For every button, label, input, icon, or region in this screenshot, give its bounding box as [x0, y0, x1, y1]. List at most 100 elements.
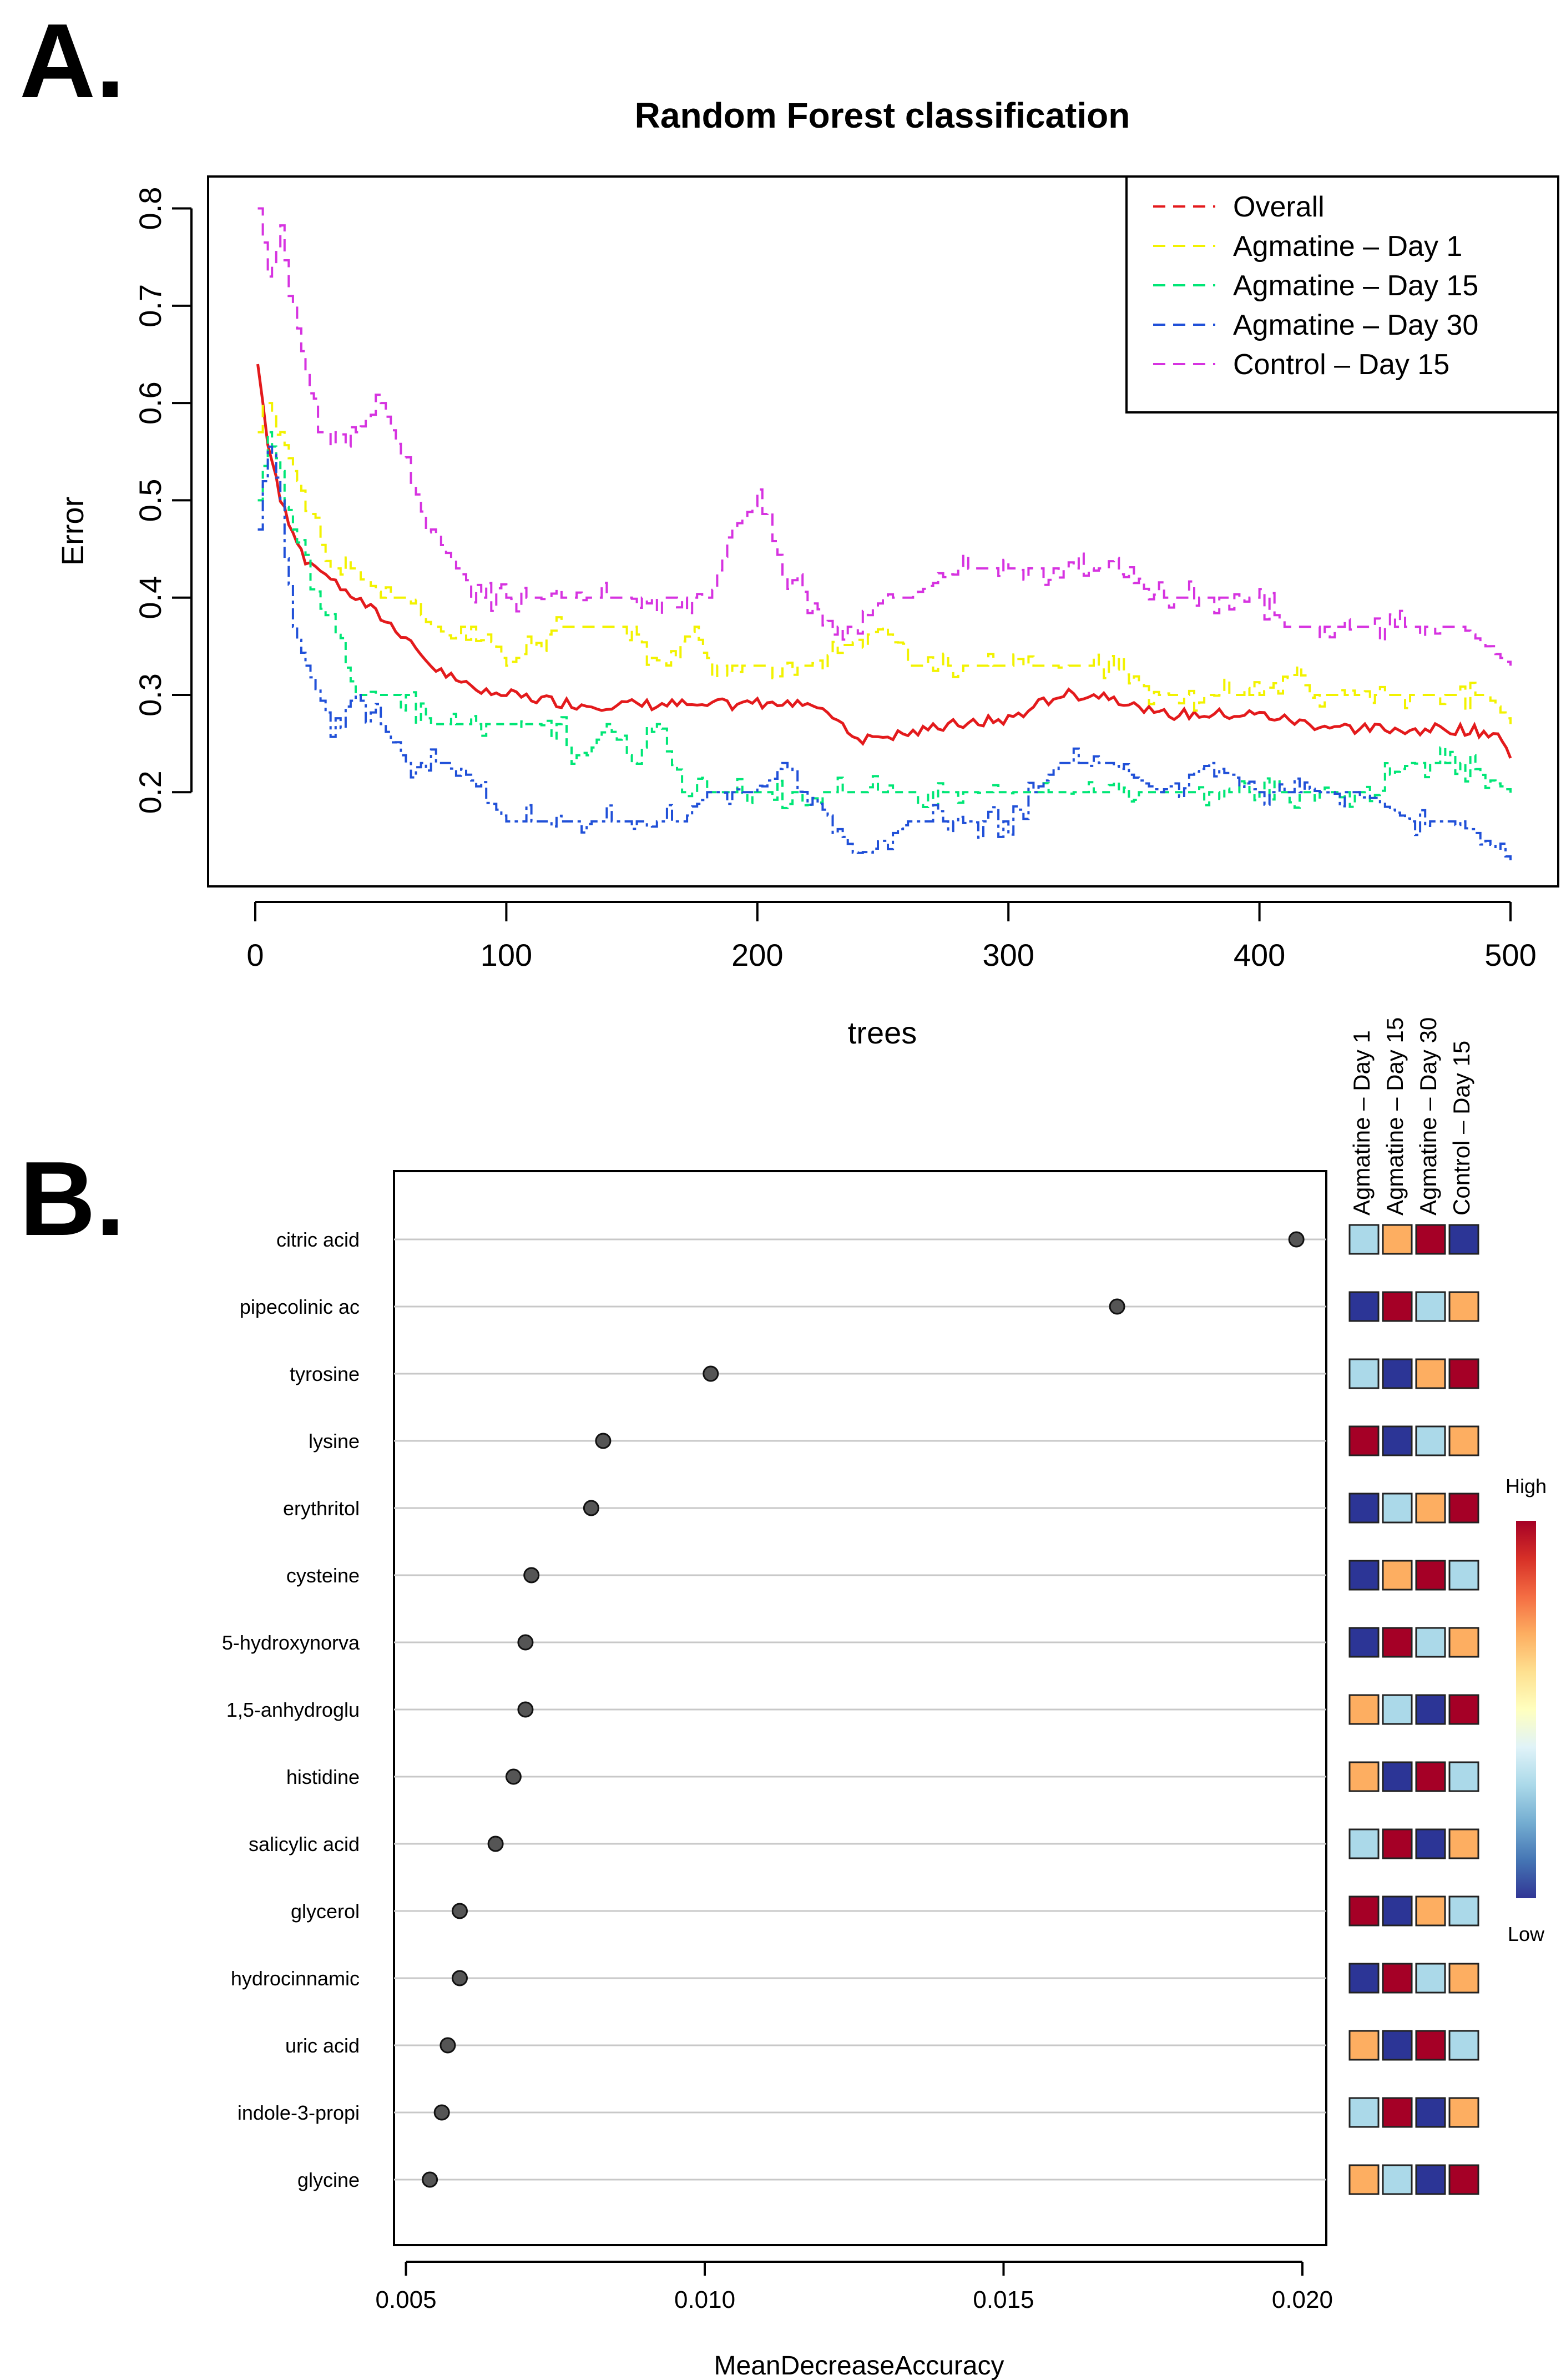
chart-b-point: [703, 1365, 719, 1382]
chart-b-point: [505, 1768, 522, 1785]
chart-a-series: [256, 207, 1512, 860]
heatmap-cell: [1348, 1963, 1380, 1994]
chart-a-xlabel: trees: [848, 1015, 917, 1050]
chart-b-point: [517, 1701, 534, 1718]
chart-a-series-line-3: [257, 431, 1512, 809]
chart-b-point: [595, 1433, 612, 1449]
chart-a-y-tick-label: 0.2: [133, 770, 168, 814]
chart-b-point: [451, 1903, 468, 1919]
heatmap-cell: [1415, 1963, 1446, 1994]
heatmap-cell: [1382, 1627, 1413, 1658]
chart-b-grid: [394, 1238, 1326, 2181]
heatmap-cell: [1448, 1224, 1479, 1255]
heatmap-cell: [1382, 1291, 1413, 1322]
chart-b-point: [440, 2037, 456, 2054]
chart-a-series-line-5: [257, 207, 1512, 666]
heatmap-cell: [1348, 2164, 1380, 2195]
chart-b-row-label: erythritol: [283, 1497, 360, 1520]
chart-b-point: [583, 1500, 599, 1516]
heatmap-cell: [1348, 1627, 1380, 1658]
chart-a-x-tick-label: 500: [1484, 937, 1536, 972]
heatmap-cell: [1448, 2164, 1479, 2195]
heatmap-cell: [1382, 1828, 1413, 1859]
chart-b-row-label: glycine: [297, 2169, 360, 2191]
heatmap-cell: [1448, 1291, 1479, 1322]
heatmap-cell: [1448, 1963, 1479, 1994]
colorbar-low-label: Low: [1508, 1923, 1545, 1945]
chart-b-row-label: uric acid: [285, 2034, 360, 2057]
chart-b-row-label: tyrosine: [290, 1363, 360, 1385]
colorbar: High Low: [1506, 1475, 1547, 1945]
chart-b-row-label: pipecolinic ac: [240, 1295, 360, 1318]
chart-b-x-tick-label: 0.005: [375, 2286, 436, 2313]
chart-a-series-line-2: [257, 402, 1512, 724]
chart-b-point: [422, 2171, 438, 2188]
heatmap-column-label: Control – Day 15: [1448, 1041, 1474, 1216]
colorbar-high-label: High: [1506, 1475, 1547, 1497]
chart-b-row-label: salicylic acid: [249, 1833, 360, 1855]
heatmap-cell: [1448, 1828, 1479, 1859]
chart-b-x-tick-label: 0.020: [1272, 2286, 1333, 2313]
chart-a-x-tick-label: 100: [481, 937, 532, 972]
heatmap-cell: [1415, 1627, 1446, 1658]
heatmap-cell: [1415, 1291, 1446, 1322]
heatmap-cell: [1448, 1358, 1479, 1389]
heatmap-cell: [1415, 1828, 1446, 1859]
chart-a-title: Random Forest classification: [635, 95, 1130, 135]
heatmap: Agmatine – Day 1 Agmatine – Day 15 Agmatin…: [1348, 1017, 1479, 2195]
heatmap-column-label: Agmatine – Day 15: [1382, 1017, 1408, 1216]
heatmap-cell: [1415, 1492, 1446, 1524]
heatmap-cell: [1348, 1224, 1380, 1255]
chart-b-x-tick-label: 0.015: [973, 2286, 1034, 2313]
heatmap-cell: [1348, 1291, 1380, 1322]
panel-a-label: A.: [19, 2, 125, 120]
heatmap-cell: [1382, 2164, 1413, 2195]
heatmap-cell: [1348, 1694, 1380, 1725]
chart-a-x-tick-label: 0: [246, 937, 264, 972]
chart-b-point: [433, 2104, 450, 2121]
heatmap-cell: [1348, 1761, 1380, 1792]
chart-b-row-label: cysteine: [286, 1564, 360, 1587]
heatmap-cell: [1448, 2097, 1479, 2128]
heatmap-cell: [1348, 1358, 1380, 1389]
chart-b-row-label: citric acid: [276, 1228, 360, 1251]
heatmap-cell: [1382, 1694, 1413, 1725]
chart-b-importance: 0.005 0.010 0.015 0.020 citric acid pipecoli…: [222, 1017, 1547, 2380]
heatmap-cell: [1382, 2030, 1413, 2061]
chart-a-series-line-4: [257, 445, 1512, 860]
heatmap-cell: [1382, 1895, 1413, 1927]
heatmap-cell: [1348, 2097, 1380, 2128]
heatmap-cell: [1348, 1828, 1380, 1859]
chart-b-row-label: histidine: [286, 1766, 360, 1788]
heatmap-cell: [1415, 2030, 1446, 2061]
heatmap-cell: [1415, 1761, 1446, 1792]
chart-b-points: citric acid pipecolinic ac tyrosine lysine e…: [222, 1228, 1305, 2191]
heatmap-cell: [1448, 1627, 1479, 1658]
heatmap-cell: [1382, 1492, 1413, 1524]
chart-b-point: [451, 1970, 468, 1986]
chart-a-axes: 0 100 200 300 400 500 0.2 0.3 0.4 0.5 0.6 0.7 0.8: [133, 187, 1537, 972]
chart-a-y-tick-label: 0.5: [133, 478, 168, 522]
chart-b-row-label: 1,5-anhydroglu: [226, 1698, 360, 1721]
heatmap-cell: [1415, 1224, 1446, 1255]
chart-a-legend-label: Agmatine – Day 15: [1233, 270, 1478, 302]
heatmap-cell: [1448, 2030, 1479, 2061]
chart-b-row-label: glycerol: [291, 1900, 360, 1923]
heatmap-cell: [1415, 1694, 1446, 1725]
heatmap-cell: [1348, 2030, 1380, 2061]
chart-a-x-tick-label: 200: [731, 937, 783, 972]
chart-b-point: [1288, 1231, 1305, 1248]
heatmap-cell: [1448, 1560, 1479, 1591]
chart-b-point: [517, 1634, 534, 1651]
chart-b-point: [523, 1567, 540, 1584]
chart-a-error-lines: Random Forest classification Error trees…: [55, 95, 1559, 1050]
chart-a-legend-label: Agmatine – Day 1: [1233, 230, 1462, 263]
chart-a-y-tick-label: 0.3: [133, 673, 168, 717]
heatmap-cell: [1415, 2164, 1446, 2195]
chart-a-y-tick-label: 0.4: [133, 576, 168, 619]
heatmap-cell: [1448, 1694, 1479, 1725]
panel-b-label: B.: [19, 1140, 125, 1258]
heatmap-cell: [1382, 1761, 1413, 1792]
chart-b-axes: 0.005 0.010 0.015 0.020: [375, 2261, 1333, 2313]
